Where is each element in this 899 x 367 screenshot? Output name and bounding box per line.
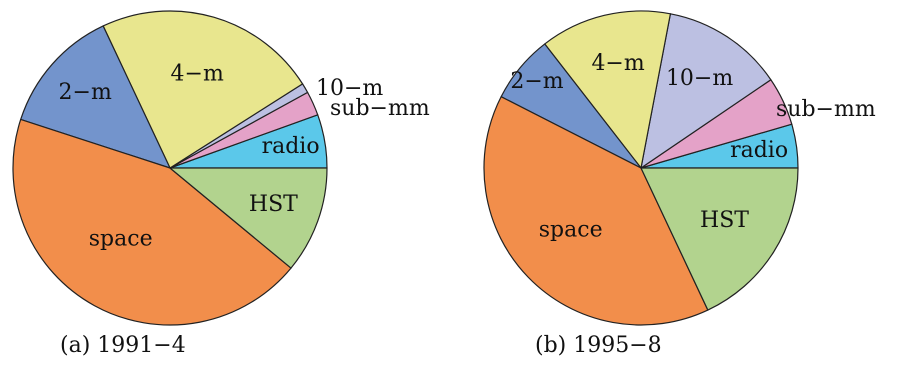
- slice-hst: [640, 167, 799, 311]
- label-hst: HST: [700, 208, 749, 233]
- label-2-m: 2−m: [510, 69, 563, 94]
- label-4-m: 4−m: [591, 51, 644, 76]
- label-2-m: 2−m: [59, 80, 112, 105]
- slice-hst: [169, 167, 328, 269]
- label-10-m: 10−m: [316, 76, 383, 101]
- caption-1995-8: (b) 1995−8: [535, 333, 662, 358]
- label-sub-mm: sub−mm: [330, 96, 430, 121]
- label-4-m: 4−m: [171, 62, 224, 87]
- slice-space: [483, 96, 709, 326]
- slice-space: [12, 118, 292, 326]
- label-space: space: [89, 227, 153, 252]
- label-sub-mm: sub−mm: [776, 97, 876, 122]
- label-radio: radio: [262, 134, 320, 159]
- label-10-m: 10−m: [666, 66, 733, 91]
- slice-10-m: [640, 13, 772, 169]
- caption-1991-4: (a) 1991−4: [60, 333, 186, 358]
- label-space: space: [539, 217, 603, 242]
- slice-4-m: [544, 10, 672, 169]
- slice-4-m: [102, 10, 304, 169]
- label-radio: radio: [730, 138, 788, 163]
- pie-chart-1995-8: radio sub−mm 10−m 4−m 2−m space HST: [483, 10, 876, 326]
- slice-2-m: [20, 25, 171, 169]
- label-hst: HST: [249, 192, 298, 217]
